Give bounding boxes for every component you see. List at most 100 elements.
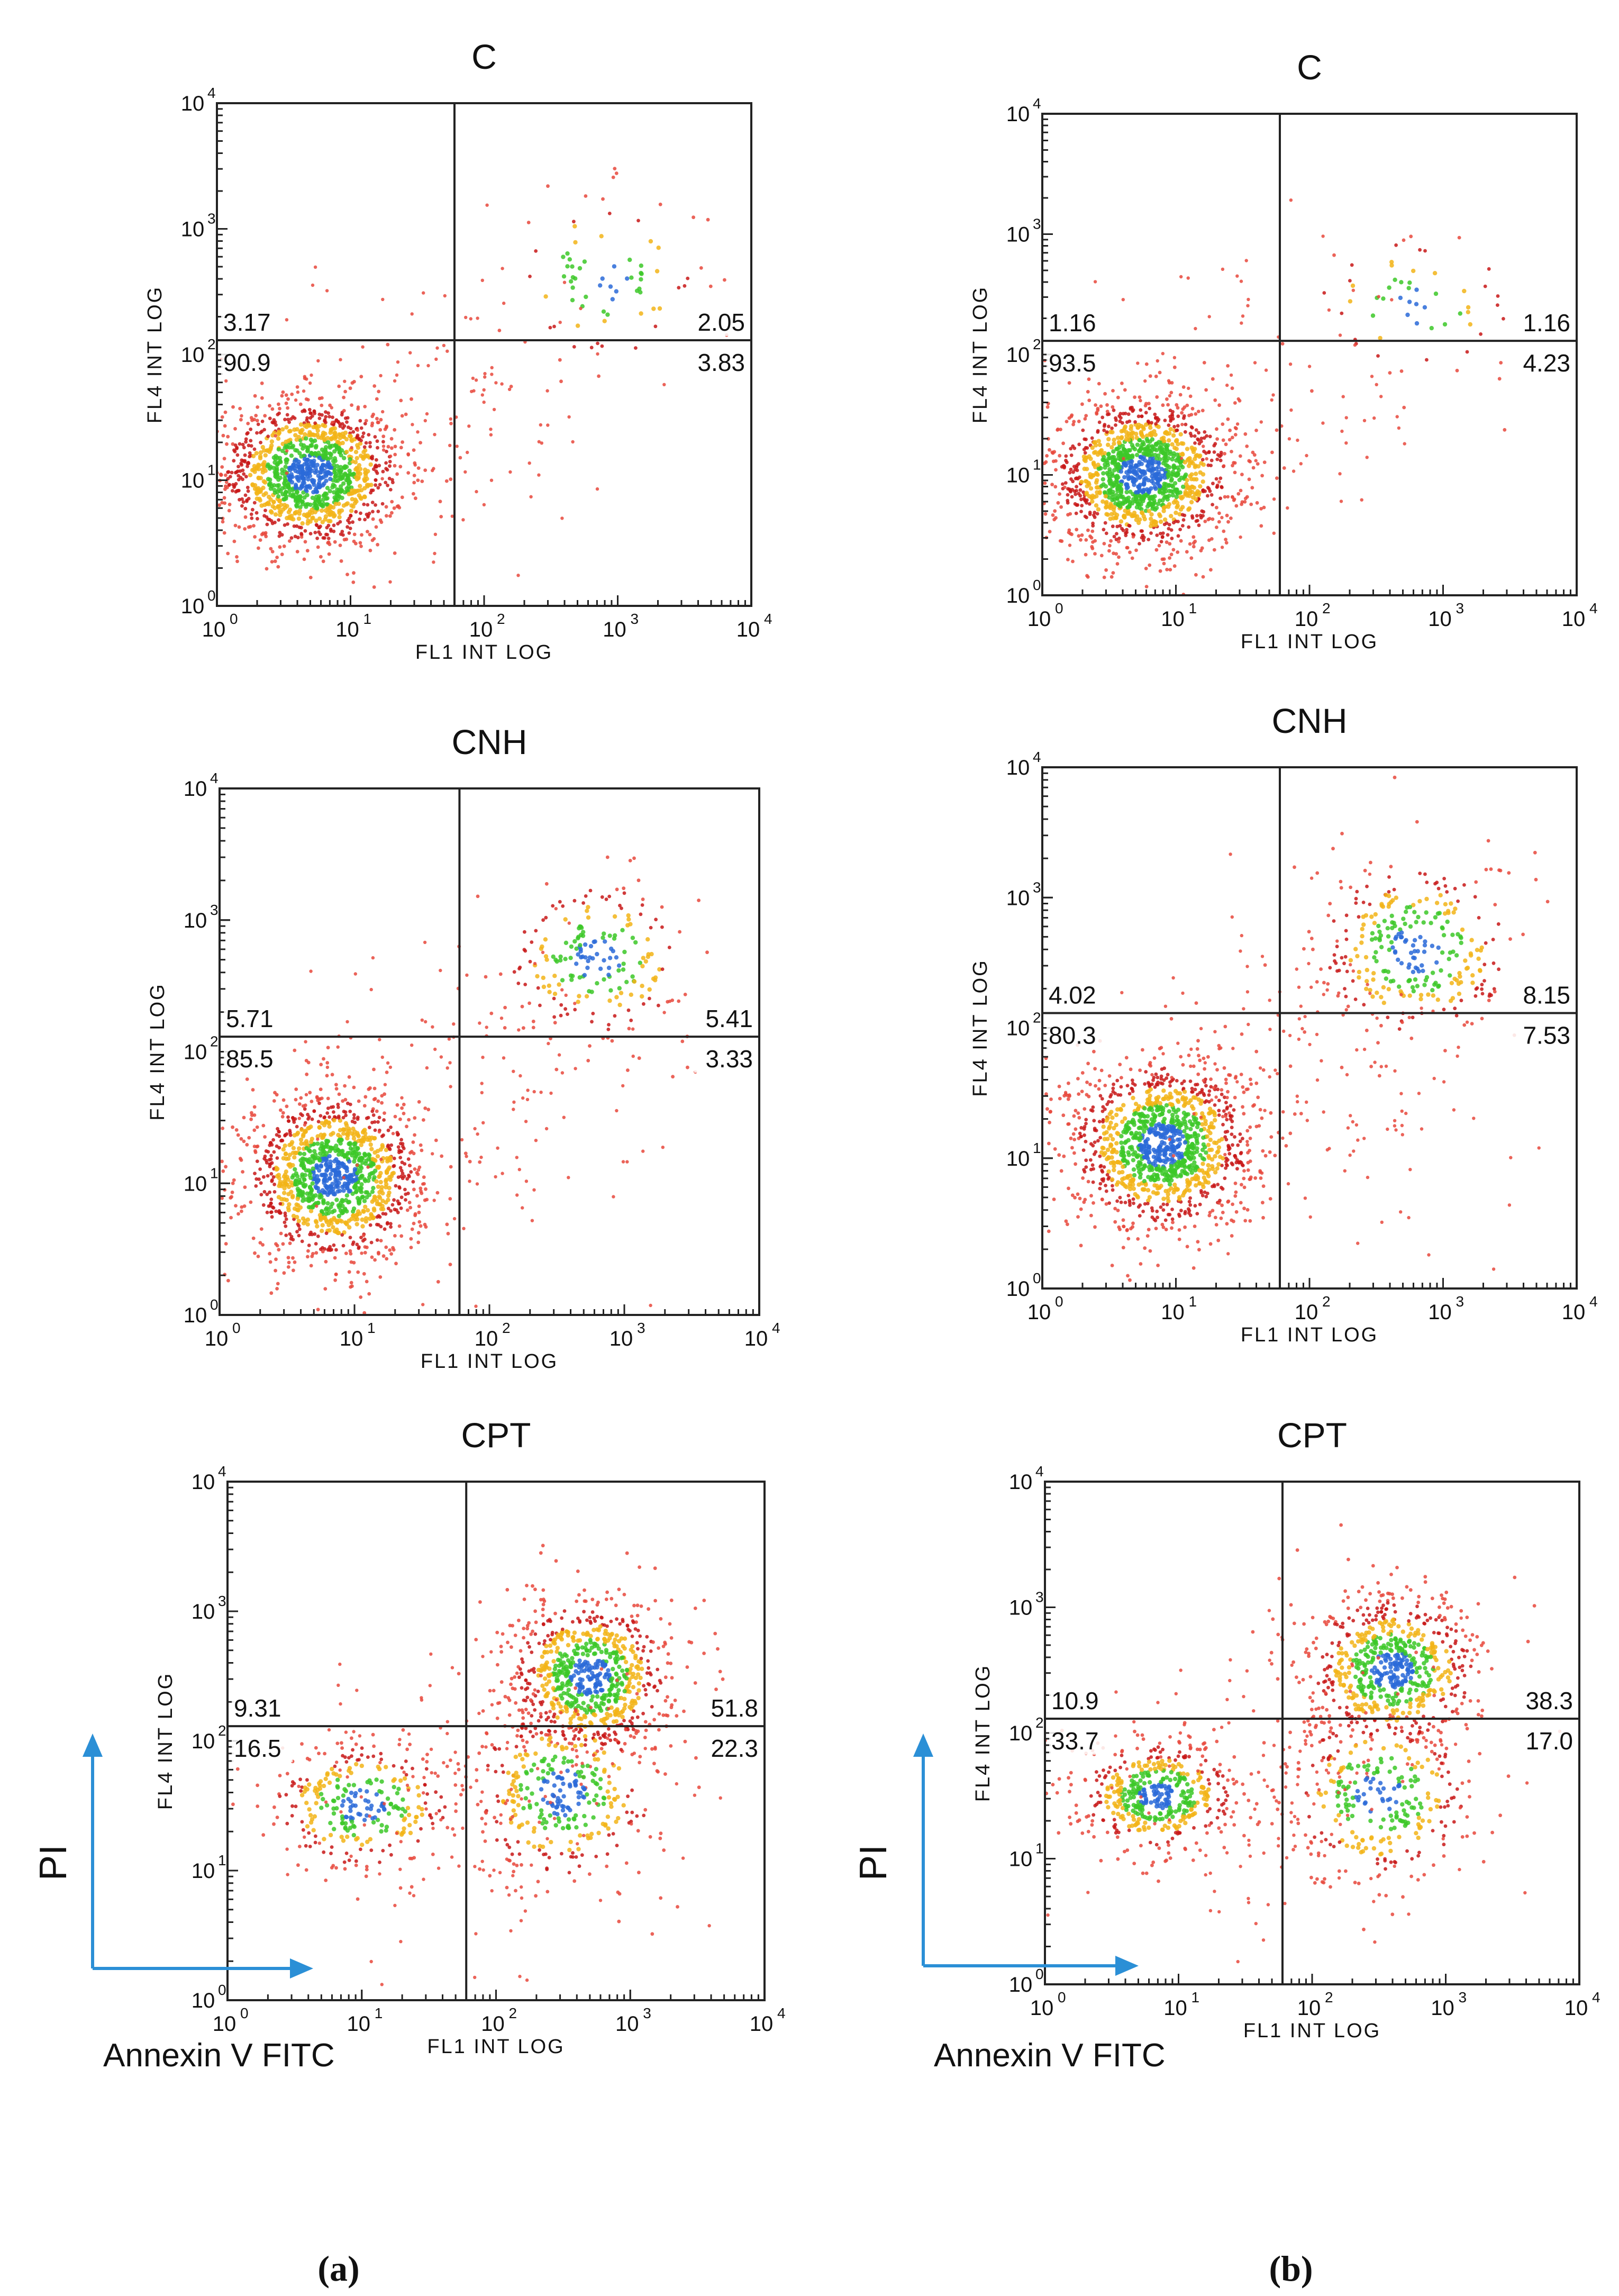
event-dot: [683, 284, 687, 288]
event-dot: [419, 441, 422, 444]
event-dot: [250, 1113, 254, 1118]
event-dot: [363, 1237, 367, 1241]
event-dot: [324, 415, 328, 419]
event-dot: [1102, 528, 1106, 532]
event-dot: [1251, 466, 1256, 470]
event-dot: [520, 1004, 524, 1009]
event-dot: [289, 1141, 294, 1147]
event-dot: [342, 456, 347, 460]
event-dot: [296, 390, 300, 394]
event-dot: [399, 398, 403, 403]
event-dot: [1390, 298, 1394, 302]
event-dot: [1051, 459, 1056, 464]
event-dot: [1188, 394, 1193, 398]
event-dot: [584, 194, 588, 198]
event-dot: [1143, 493, 1148, 497]
event-dot: [308, 576, 313, 579]
event-dot: [1187, 464, 1191, 468]
event-dot: [245, 498, 249, 502]
event-dot: [368, 532, 372, 537]
event-dot: [1069, 467, 1073, 471]
event-dot: [586, 1059, 590, 1063]
event-dot: [334, 1144, 339, 1148]
event-dot: [1174, 510, 1178, 515]
event-dot: [621, 967, 626, 972]
event-dot: [238, 1157, 242, 1160]
event-dot: [547, 1041, 550, 1046]
event-dot: [1399, 369, 1404, 373]
event-dot: [570, 285, 575, 290]
event-dot: [472, 389, 476, 393]
event-dot: [1091, 521, 1095, 525]
event-dot: [389, 1125, 393, 1129]
event-dot: [1094, 403, 1098, 407]
event-dot: [562, 280, 567, 284]
event-dot: [524, 1120, 528, 1123]
event-dot: [243, 506, 248, 511]
event-dot: [1226, 520, 1230, 524]
event-dot: [333, 540, 337, 544]
event-dot: [490, 373, 494, 376]
event-dot: [1212, 1113, 1217, 1118]
event-dot: [324, 1218, 329, 1223]
event-dot: [1097, 420, 1102, 424]
event-dot: [349, 513, 353, 518]
event-dot: [412, 448, 416, 452]
event-dot: [1155, 481, 1160, 486]
event-dot: [1165, 540, 1169, 544]
event-dot: [275, 462, 280, 467]
event-dot: [1179, 441, 1184, 446]
event-dot: [439, 1055, 443, 1059]
event-dot: [600, 276, 605, 281]
event-dot: [625, 276, 630, 281]
event-dot: [352, 1150, 357, 1155]
y-tick-label: 10: [184, 1304, 207, 1327]
event-dot: [373, 435, 377, 439]
event-dot: [359, 511, 362, 515]
event-dot: [348, 1249, 352, 1253]
event-dot: [1154, 416, 1158, 420]
event-dot: [1153, 486, 1158, 491]
event-dot: [316, 545, 320, 549]
event-dot: [333, 1256, 337, 1260]
event-dot: [300, 535, 304, 539]
event-dot: [480, 278, 484, 282]
event-dot: [234, 1128, 239, 1132]
event-dot: [380, 1055, 384, 1059]
event-dot: [1056, 501, 1060, 505]
event-dot: [564, 993, 568, 997]
event-dot: [1190, 489, 1195, 495]
scatter-dots: [217, 167, 729, 589]
event-dot: [1108, 543, 1112, 548]
event-dot: [283, 1152, 288, 1157]
event-dot: [1165, 497, 1170, 502]
event-dot: [331, 1225, 335, 1230]
event-dot: [1423, 249, 1427, 253]
event-dot: [1178, 507, 1184, 512]
event-dot: [1172, 481, 1178, 486]
event-dot: [474, 1304, 478, 1308]
event-dot: [277, 1129, 281, 1133]
event-dot: [334, 1248, 338, 1252]
event-dot: [352, 501, 358, 506]
event-dot: [306, 422, 311, 428]
event-dot: [1321, 234, 1325, 238]
event-dot: [231, 1181, 235, 1185]
event-dot: [413, 463, 417, 467]
event-dot: [402, 1147, 406, 1150]
population-viable: [220, 1046, 482, 1315]
event-dot: [401, 1176, 405, 1181]
event-dot: [243, 453, 247, 457]
event-dot: [388, 464, 392, 468]
event-dot: [408, 1205, 413, 1210]
event-dot: [325, 1065, 330, 1069]
event-dot: [576, 1000, 580, 1004]
event-dot: [1179, 457, 1184, 460]
event-dot: [580, 933, 586, 938]
event-dot: [231, 405, 235, 409]
event-dot: [599, 234, 604, 239]
event-dot: [640, 903, 644, 907]
x-tick-exponent: 2: [502, 1320, 511, 1336]
event-dot: [490, 366, 494, 369]
event-dot: [343, 1110, 348, 1114]
